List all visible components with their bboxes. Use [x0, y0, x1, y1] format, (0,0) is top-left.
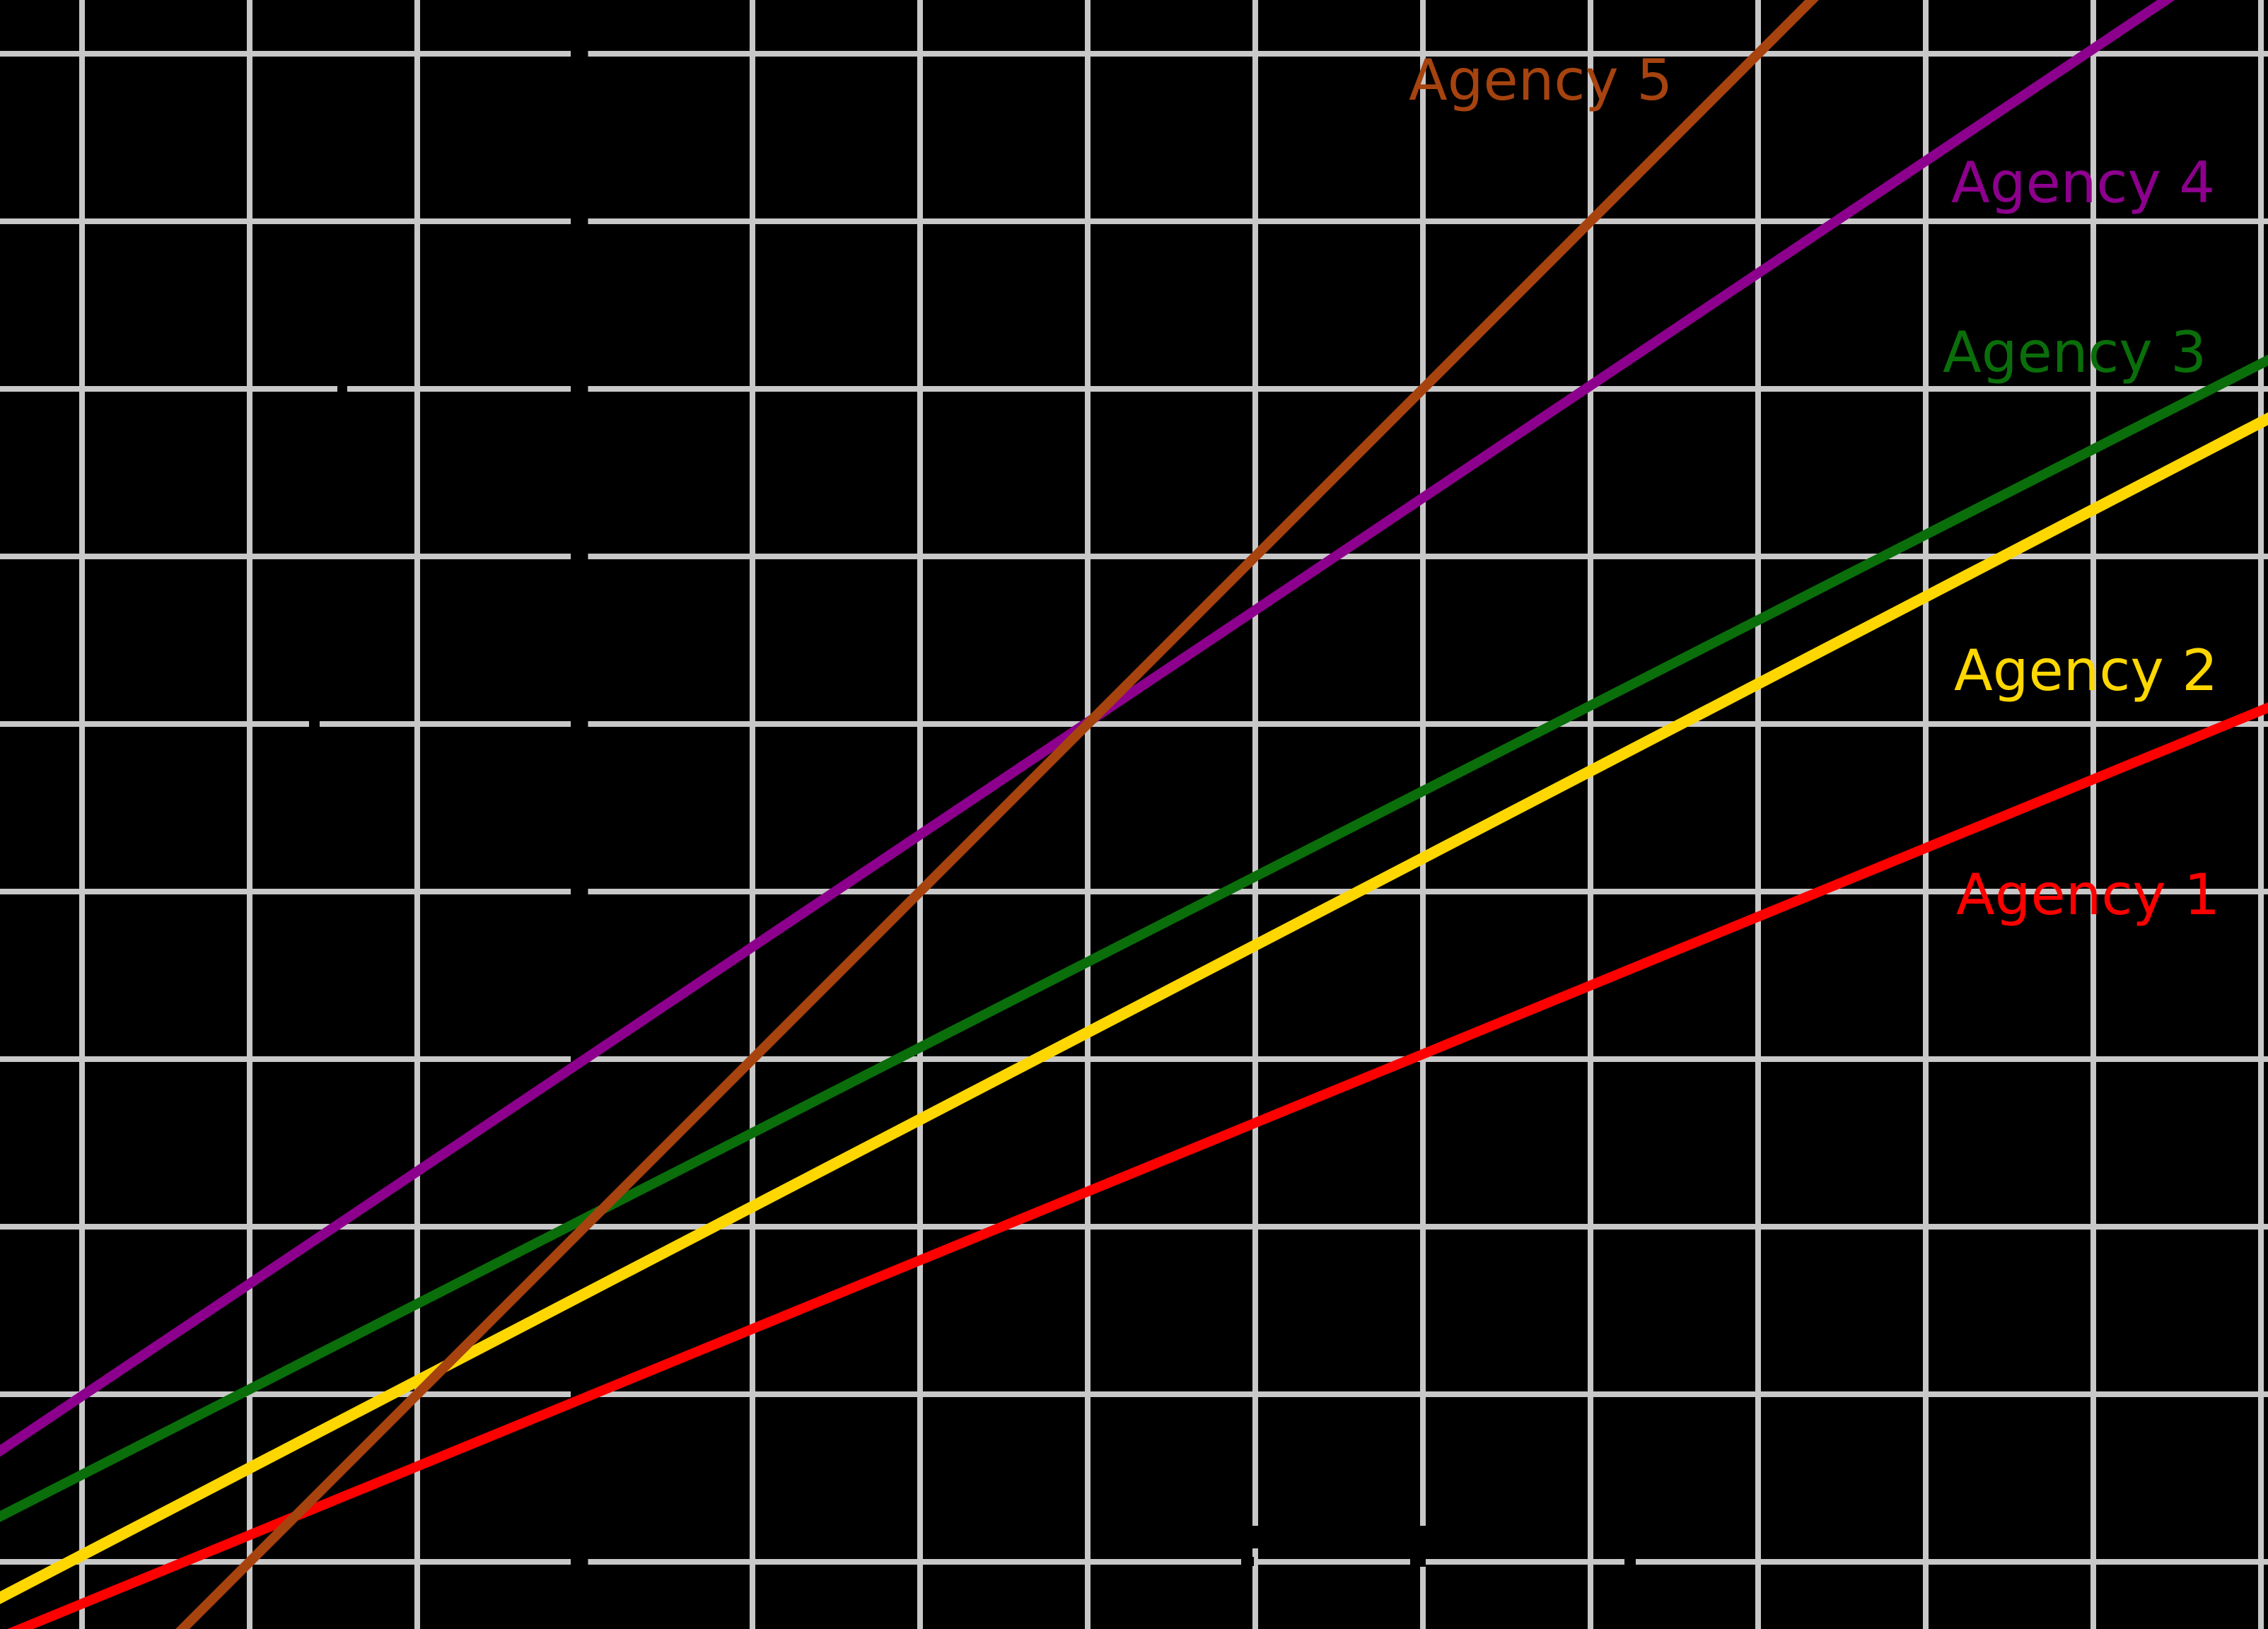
hidden-text-fragment [1624, 1557, 1636, 1566]
hidden-text-fragment [337, 385, 347, 393]
agency-4-label: Agency 4 [1951, 150, 2215, 216]
agency-4-line [0, 0, 2175, 1457]
agency-3-line [0, 354, 2268, 1522]
agency-1-label: Agency 1 [1956, 862, 2220, 928]
hidden-text-fragment [1252, 1526, 1258, 1548]
agency-2-label: Agency 2 [1954, 638, 2218, 703]
agency-5-label: Agency 5 [1409, 47, 1673, 113]
agency-3-label: Agency 3 [1943, 320, 2206, 385]
hidden-text-fragment [309, 720, 320, 730]
agency-2-line [0, 412, 2268, 1604]
hidden-text-fragment [1241, 1557, 1254, 1566]
hidden-text-fragment [1420, 1526, 1426, 1567]
agency-1-line [7, 702, 2268, 1629]
